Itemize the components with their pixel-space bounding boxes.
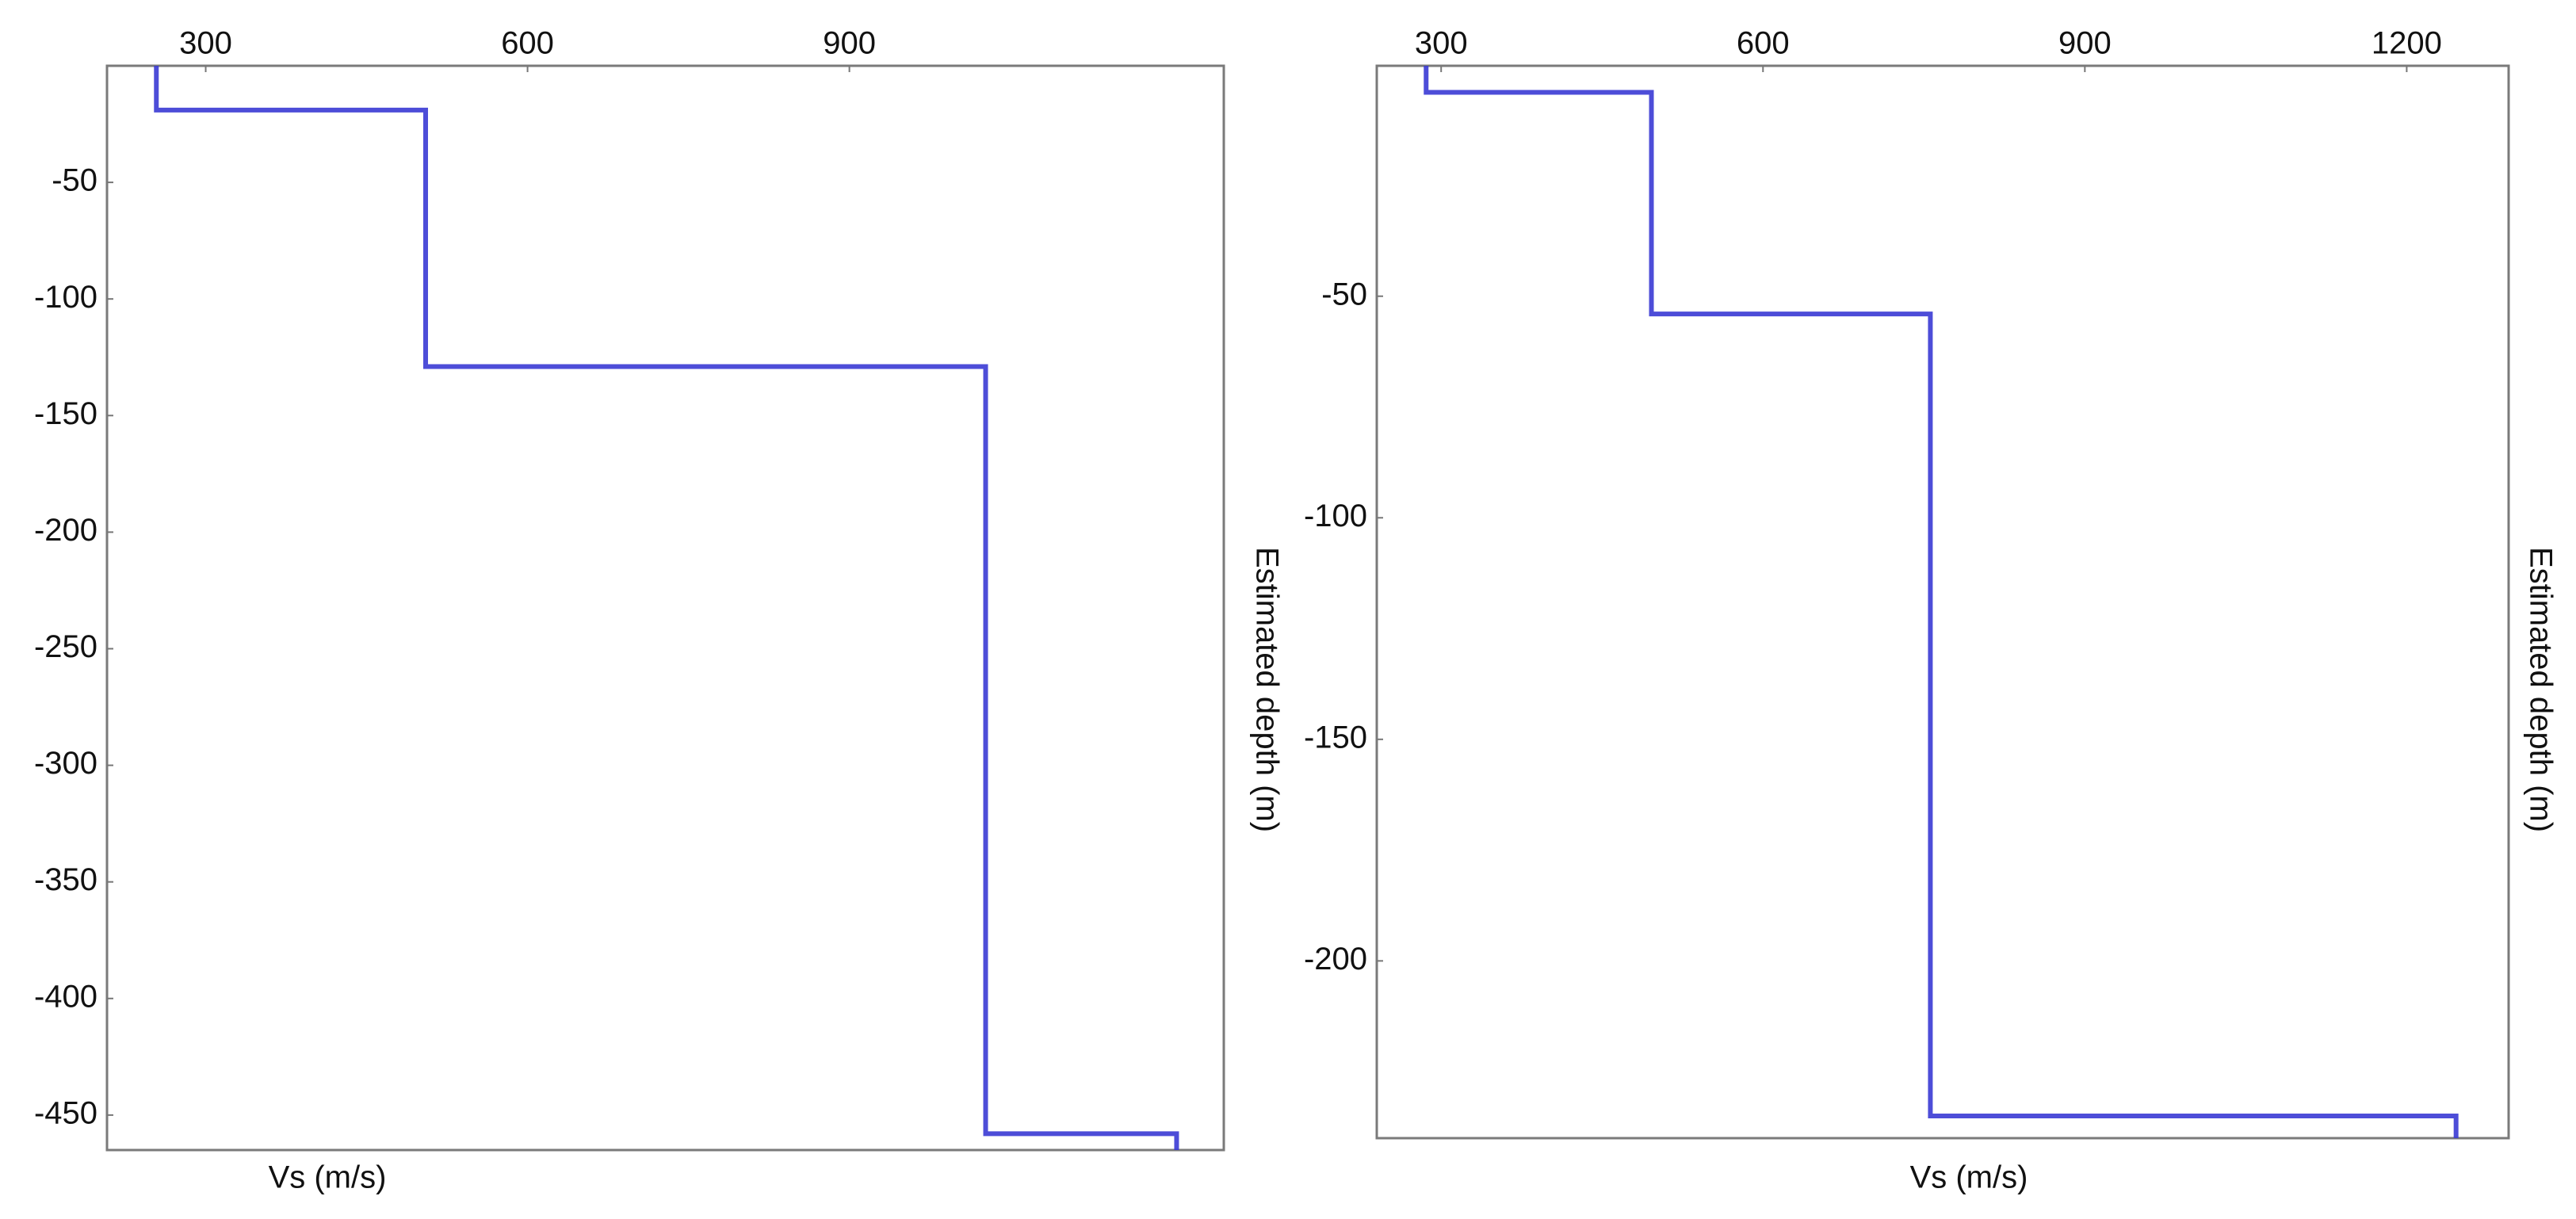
y-tick-label: -100 — [34, 280, 97, 315]
y-axis-label: Estimated depth (m) — [1249, 547, 1284, 832]
y-tick-label: -350 — [34, 862, 97, 897]
x-tick-label: 1200 — [2372, 26, 2442, 61]
y-tick-label: -50 — [52, 163, 97, 198]
y-tick-label: -200 — [34, 513, 97, 548]
y-tick-label: -150 — [1304, 720, 1367, 755]
x-tick-label: 300 — [1415, 26, 1468, 61]
y-tick-label: -100 — [1304, 499, 1367, 533]
x-axis-label: Vs (m/s) — [1910, 1160, 2028, 1195]
x-axis-label: Vs (m/s) — [269, 1160, 387, 1195]
x-tick-label: 900 — [823, 26, 876, 61]
x-tick-label: 600 — [1737, 26, 1790, 61]
x-tick-label: 300 — [179, 26, 232, 61]
x-tick-label: 900 — [2058, 26, 2112, 61]
y-tick-label: -450 — [34, 1095, 97, 1130]
y-tick-label: -200 — [1304, 942, 1367, 976]
x-tick-label: 600 — [501, 26, 554, 61]
data-line — [1424, 66, 2459, 1138]
plot-frame — [1375, 64, 2510, 1140]
y-tick-label: -250 — [34, 629, 97, 664]
y-tick-label: -50 — [1321, 277, 1367, 311]
y-tick-label: -150 — [34, 396, 97, 431]
y-tick-label: -400 — [34, 979, 97, 1014]
data-line — [154, 66, 1179, 1150]
plot-frame — [105, 64, 1225, 1152]
y-tick-label: -300 — [34, 746, 97, 781]
y-axis-label: Estimated depth (m) — [2523, 547, 2558, 832]
